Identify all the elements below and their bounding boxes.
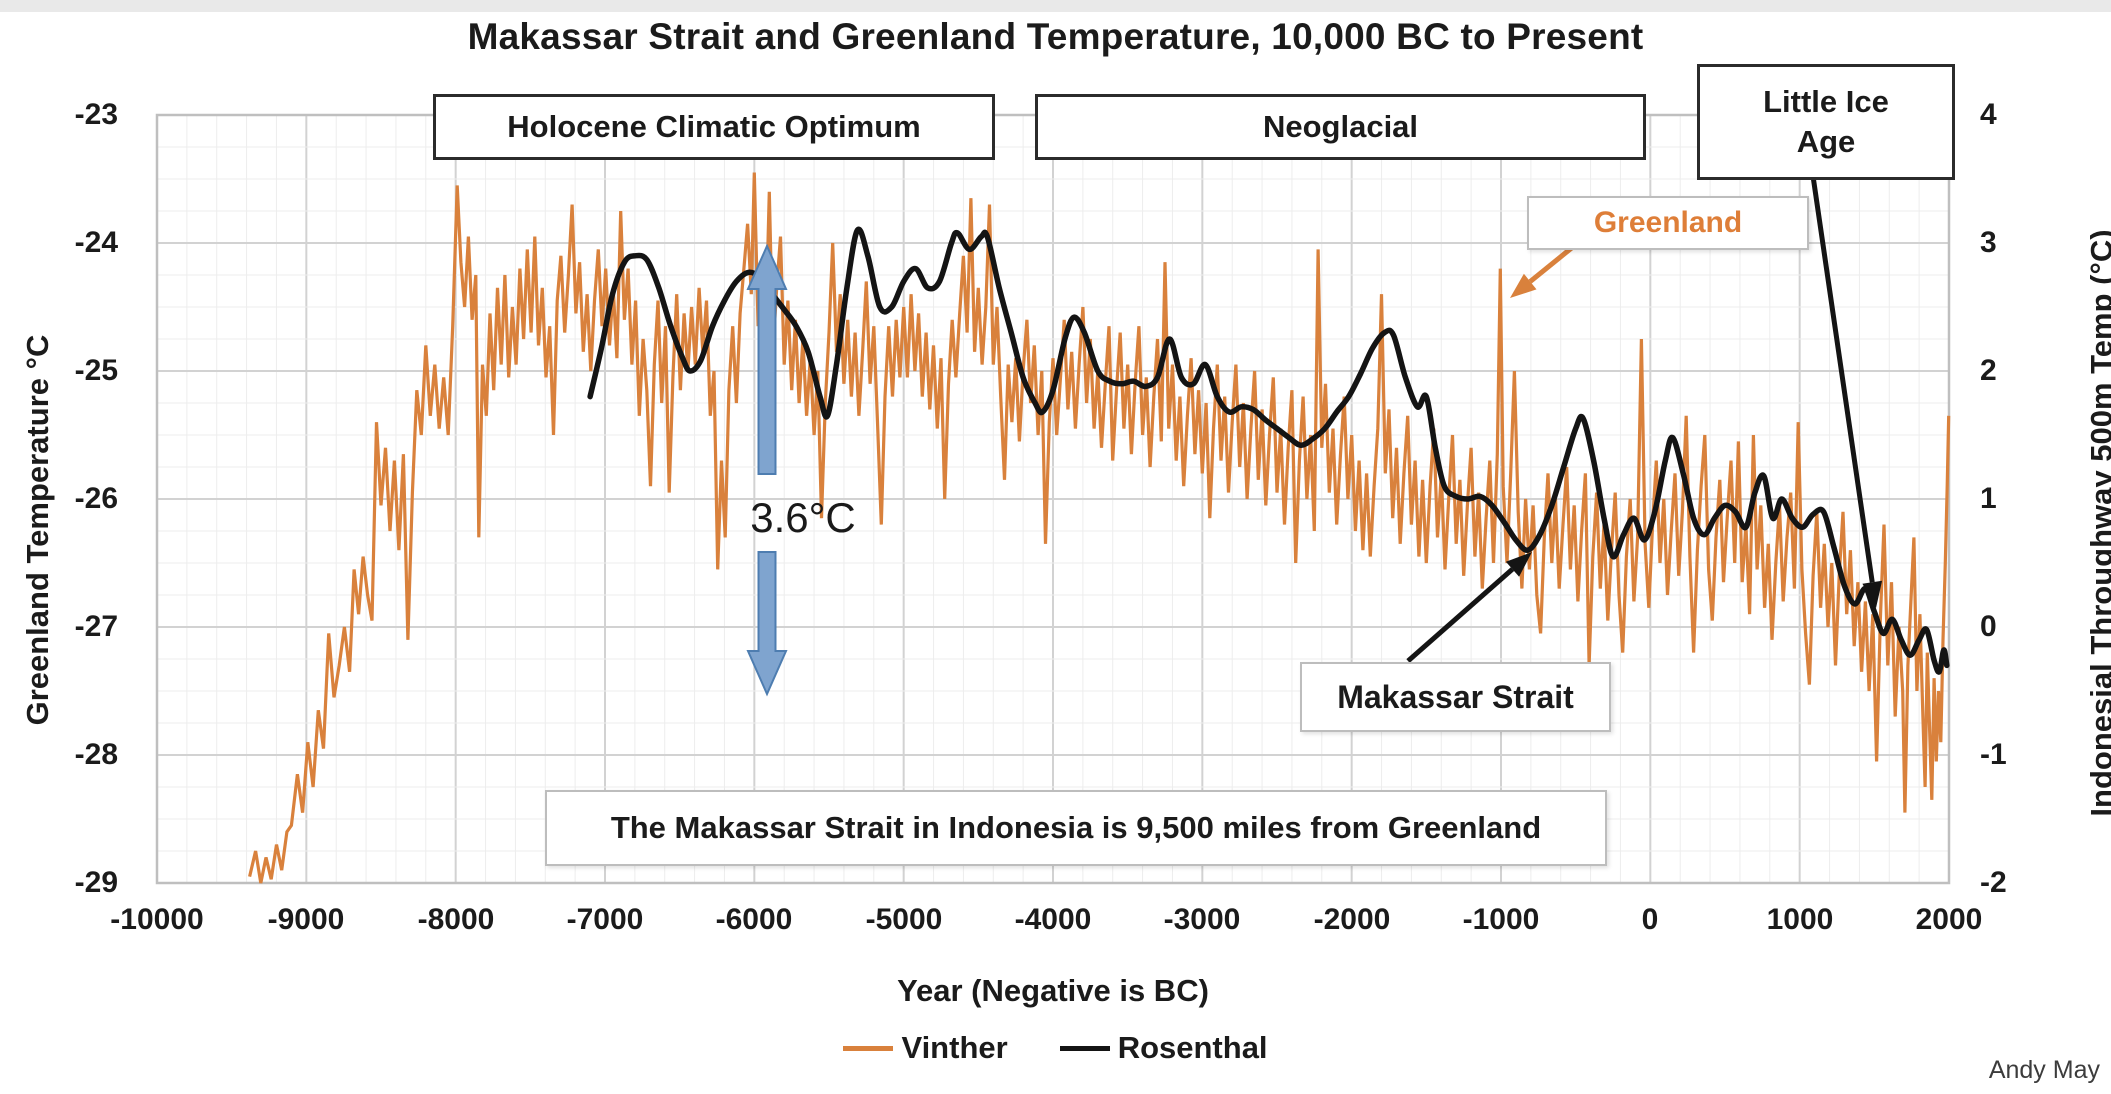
right-tick-1: 1 [1980,482,1997,515]
x-tick--2000: -2000 [1313,903,1391,936]
rosenthal-line-swatch [1059,1045,1110,1051]
left-tick--23: -23 [74,98,118,131]
credit-text: Andy May [1988,1056,2100,1084]
right-tick-4: 4 [1980,98,1997,131]
annotation-little-ice-age: Little Ice Age [1697,64,1955,180]
x-tick--3000: -3000 [1163,903,1241,936]
left-tick--25: -25 [74,354,118,387]
rosenthal-line [587,226,1950,675]
right-tick-3: 3 [1980,226,1997,259]
x-tick-2000: 2000 [1915,903,1983,936]
x-tick--4000: -4000 [1014,903,1092,936]
legend-label-vinther: Vinther [901,1030,1008,1065]
makassar-arrow-head [1505,552,1532,577]
annotation-neoglacial-text: Neoglacial [1262,109,1419,144]
x-tick--5000: -5000 [865,903,943,936]
x-tick--9000: -9000 [267,903,345,936]
greenland-arrow-head [1510,273,1537,298]
legend-item-rosenthal: Rosenthal [1059,1030,1268,1066]
x-axis-title: Year (Negative is BC) [897,973,1209,1008]
right-tick--1: -1 [1980,738,2007,771]
annotation-distance-note: The Makassar Strait in Indonesia is 9,50… [545,790,1607,866]
little-ice-age-arrow-head [1862,580,1883,608]
delta-3-6c-label: 3.6°C [750,494,856,541]
window-top-strip [0,0,2111,12]
makassar-arrow [1406,567,1515,663]
right-tick-0: 0 [1980,610,1997,643]
annotation-holocene-climatic-optimum: Holocene Climatic Optimum [433,94,995,160]
annotation-makassar-callout: Makassar Strait [1300,662,1611,732]
greenland-arrow [1528,244,1576,284]
x-tick--1000: -1000 [1462,903,1540,936]
chart-title: Makassar Strait and Greenland Temperatur… [467,16,1644,57]
vinther-line-swatch [843,1045,894,1051]
annotation-makassar-text: Makassar Strait [1337,678,1574,715]
x-tick--8000: -8000 [417,903,495,936]
vinther-line [248,172,1951,884]
legend-label-rosenthal: Rosenthal [1117,1030,1268,1065]
delta-down-arrow [746,551,788,697]
x-tick--6000: -6000 [715,903,793,936]
left-tick--26: -26 [74,482,118,515]
legend-item-vinther: Vinther [843,1030,1008,1066]
x-tick--7000: -7000 [566,903,644,936]
annotation-distance-text: The Makassar Strait in Indonesia is 9,50… [610,810,1542,845]
annotation-lia-text: Little Ice Age [1763,84,1889,159]
x-tick-0: 0 [1641,903,1659,936]
left-tick--29: -29 [74,866,118,899]
left-tick--27: -27 [74,610,118,643]
x-tick-1000: 1000 [1766,903,1834,936]
left-tick--24: -24 [74,226,118,259]
little-ice-age-arrow [1810,175,1875,583]
right-tick-2: 2 [1980,354,1997,387]
x-tick--10000: -10000 [110,903,204,936]
annotation-holocene-text: Holocene Climatic Optimum [507,109,921,144]
annotation-greenland-text: Greenland [1593,206,1743,239]
annotation-neoglacial: Neoglacial [1035,94,1646,160]
delta-up-arrow [746,243,788,475]
legend: Vinther Rosenthal [0,1030,2111,1066]
left-tick--28: -28 [74,738,118,771]
annotation-greenland-callout: Greenland [1527,196,1809,250]
right-tick--2: -2 [1980,866,2007,899]
